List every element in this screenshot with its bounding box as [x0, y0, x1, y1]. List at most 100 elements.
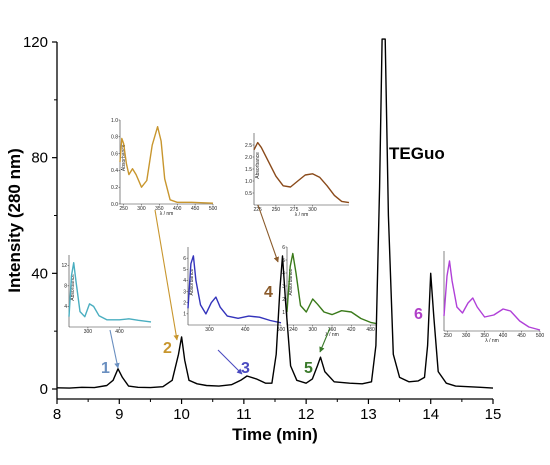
x-axis-title: Time (min): [232, 425, 318, 444]
inset-y-tick-label: 2.0: [245, 155, 252, 161]
x-tick-label: 8: [53, 406, 61, 423]
inset-y-tick-label: 0.2: [111, 185, 118, 191]
inset-x-axis-title: λ / nm: [295, 212, 309, 218]
series-line-chromatogram: [56, 38, 494, 389]
inset-y-tick-label: 4: [183, 278, 186, 284]
inset-x-tick-label: 360: [328, 327, 337, 333]
inset-x-tick-label: 250: [272, 207, 281, 213]
x-axis-ticks: 8 9 10 11 12 13 14 15: [53, 399, 501, 423]
x-tick-label: 10: [173, 406, 190, 423]
inset-x-tick-label: 300: [84, 329, 93, 335]
inset-x-tick-label: 420: [347, 327, 356, 333]
inset-x-axis-title: λ / nm: [485, 338, 499, 344]
inset-spectrum-line-1: [68, 262, 152, 323]
inset-y-tick-label: 0.4: [111, 168, 118, 174]
inset-spectrum-line-3: [187, 255, 282, 324]
inset-y-axis-title: Absorbance: [288, 269, 294, 296]
inset-y-tick-label: 8: [64, 284, 67, 290]
peak-label-1: 1: [101, 360, 110, 377]
peak-label-5: 5: [304, 360, 313, 377]
uv-spectrum-inset-6: 250 300 350 400 450 500 λ / nm: [443, 251, 545, 344]
x-tick-label: 11: [236, 406, 252, 423]
inset-y-tick-label: 3: [282, 284, 285, 290]
uv-spectrum-inset-3: 300 400 500 1 2 3 4 5 6 Absorbance: [183, 247, 285, 333]
arrow-to-peak-1: [109, 329, 120, 369]
arrow-to-peak-3: [217, 349, 243, 375]
inset-spectrum-line-6: [443, 260, 541, 331]
inset-x-axis-title: λ / nm: [325, 332, 339, 338]
inset-x-tick-label: 250: [119, 206, 128, 212]
inset-y-tick-label: 0.8: [111, 135, 118, 141]
inset-y-tick-label: 12: [61, 263, 67, 269]
inset-spectrum-line-2: [119, 126, 214, 204]
inset-spectrum-line-4: [253, 141, 350, 204]
y-tick-label: 40: [31, 265, 48, 282]
inset-y-tick-label: 6: [183, 256, 186, 262]
inset-y-tick-label: 3: [183, 289, 186, 295]
inset-y-tick-label: 2: [282, 297, 285, 303]
inset-x-tick-label: 450: [517, 333, 526, 339]
inset-y-tick-label: 1.5: [245, 167, 252, 173]
x-tick-label: 12: [298, 406, 315, 423]
inset-y-axis-title: Absorbance: [255, 152, 261, 179]
x-tick-label: 9: [115, 406, 123, 423]
peak-arrows: [109, 204, 331, 375]
inset-x-tick-label: 300: [137, 206, 146, 212]
peak-label-2: 2: [163, 340, 172, 357]
inset-x-tick-label: 500: [209, 206, 218, 212]
arrow-to-peak-2: [154, 209, 179, 341]
peak-label-3: 3: [241, 360, 250, 377]
peak-number-labels: 1 2 3 4 5 6: [101, 284, 423, 377]
inset-x-tick-label: 500: [536, 333, 545, 339]
uv-spectrum-inset-2: 250 300 350 400 450 500 0.0 0.2 0.4 0.6 0.8 1.0 Abso…: [111, 118, 217, 217]
inset-y-tick-label: 5: [282, 258, 285, 264]
inset-y-tick-label: 6: [282, 245, 285, 251]
inset-x-tick-label: 300: [205, 327, 214, 333]
inset-x-tick-label: 240: [289, 327, 298, 333]
inset-x-tick-label: 350: [480, 333, 489, 339]
inset-y-tick-label: 2.5: [245, 143, 252, 149]
y-tick-label: 80: [31, 150, 48, 167]
inset-x-tick-label: 225: [253, 207, 262, 213]
inset-x-tick-label: 400: [173, 206, 182, 212]
inset-y-tick-label: 1: [183, 312, 186, 318]
inset-x-tick-label: 300: [308, 207, 317, 213]
inset-x-axis-title: λ / nm: [160, 211, 174, 217]
inset-x-tick-label: 400: [115, 329, 124, 335]
inset-y-tick-label: 1: [282, 310, 285, 316]
inset-y-axis-title: Absorbance: [189, 269, 195, 296]
inset-x-tick-label: 300: [462, 333, 471, 339]
inset-x-tick-label: 275: [290, 207, 299, 213]
y-tick-label: 120: [23, 34, 48, 51]
inset-y-axis-title: Absorbance: [70, 274, 76, 301]
y-axis-title: Intensity (280 nm): [5, 148, 24, 293]
inset-x-tick-label: 500: [277, 327, 286, 333]
inset-y-tick-label: 4: [64, 304, 67, 310]
inset-y-tick-label: 5: [183, 267, 186, 273]
inset-y-tick-label: 0.5: [245, 191, 252, 197]
inset-x-tick-label: 300: [309, 327, 318, 333]
inset-y-tick-label: 0.6: [111, 151, 118, 157]
arrow-to-peak-5: [319, 327, 331, 353]
inset-y-tick-label: 1.0: [245, 179, 252, 185]
inset-spectrum-line-5: [286, 252, 378, 325]
arrow-to-peak-4: [257, 204, 279, 263]
inset-x-tick-label: 480: [366, 327, 375, 333]
x-tick-label: 13: [360, 406, 377, 423]
inset-y-tick-label: 0.0: [111, 202, 118, 208]
inset-y-axis-title: Absorbance: [121, 144, 127, 171]
inset-x-tick-label: 400: [499, 333, 508, 339]
peak-label-4: 4: [264, 284, 273, 301]
inset-x-tick-label: 450: [191, 206, 200, 212]
inset-x-tick-label: 400: [241, 327, 250, 333]
teguo-peak-label: TEGuo: [389, 144, 445, 163]
y-axis-ticks: 0 40 80 120: [23, 34, 57, 398]
inset-x-tick-label: 250: [444, 333, 453, 339]
peak-label-6: 6: [414, 306, 423, 323]
inset-x-tick-label: 350: [155, 206, 164, 212]
